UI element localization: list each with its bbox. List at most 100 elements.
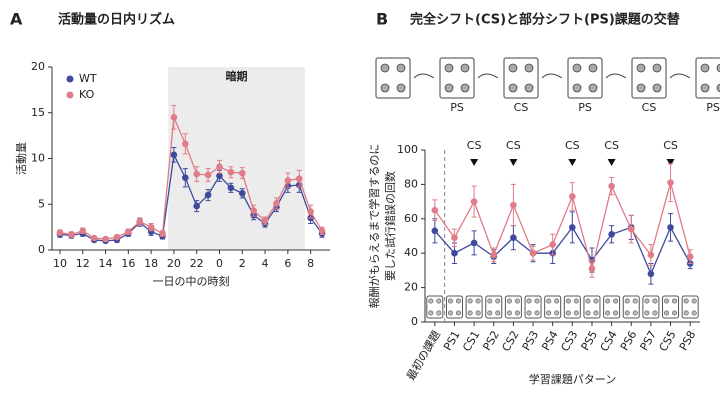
task-icon-dot	[593, 310, 599, 316]
x-tick-label: PS5	[579, 329, 601, 353]
data-point	[588, 265, 596, 272]
task-icon-dot	[447, 310, 453, 316]
data-point	[204, 191, 212, 199]
x-tick-label: 18	[144, 257, 158, 270]
data-point	[216, 172, 223, 180]
task-icon	[485, 295, 503, 319]
x-tick-label: PS7	[638, 329, 660, 353]
data-point	[227, 184, 235, 192]
annotation: CS	[467, 139, 482, 152]
data-point	[56, 229, 64, 236]
x-tick-label: 最初の課題	[403, 328, 443, 383]
x-tick-label: PS4	[539, 329, 561, 353]
task-icon-dot	[436, 310, 442, 316]
x-tick-label: PS8	[677, 329, 699, 353]
y-tick-label: 40	[404, 246, 418, 259]
task-icon	[603, 295, 621, 319]
x-tick-label: 16	[121, 257, 135, 270]
data-point	[159, 230, 166, 237]
annotation: CS	[506, 139, 521, 152]
data-point	[451, 249, 458, 257]
data-point	[90, 234, 98, 242]
task-icon-dot	[664, 310, 670, 316]
x-tick-label: CS2	[499, 329, 521, 354]
task-dot	[460, 83, 470, 93]
task-icon-dot	[644, 298, 650, 304]
data-point	[431, 227, 439, 235]
diagram-label: PS	[706, 101, 720, 114]
data-point	[647, 251, 655, 259]
y-tick-label: 60	[404, 212, 418, 225]
x-tick-label: 20	[167, 257, 181, 270]
task-box	[695, 57, 720, 99]
task-icon-dot	[487, 310, 493, 316]
task-icon-dot	[683, 310, 689, 316]
y-tick-label: 80	[404, 177, 418, 190]
task-icon-dot	[593, 298, 599, 304]
legend-swatch	[66, 91, 74, 99]
data-point	[273, 200, 280, 207]
task-icon-dot	[624, 310, 630, 316]
task-icon-dot	[495, 298, 501, 304]
x-tick-label: CS1	[460, 329, 482, 354]
task-icon	[524, 295, 542, 319]
annotation-arrow	[666, 159, 675, 166]
data-point	[182, 140, 189, 148]
data-point	[170, 114, 178, 121]
transition-arrow	[669, 73, 691, 79]
task-icon-dot	[475, 310, 481, 316]
x-tick-label: 12	[76, 257, 90, 270]
task-icon-dot	[554, 310, 560, 316]
transition-arrow	[541, 73, 563, 79]
task-icon-dot	[691, 310, 697, 316]
task-icon-dot	[632, 310, 638, 316]
task-icon-dot	[605, 310, 611, 316]
transition-arrow	[477, 73, 499, 79]
task-icon-dot	[467, 310, 473, 316]
task-icon	[445, 295, 463, 319]
y-axis-label: 報酬がもらえるまで学習するのに	[367, 144, 381, 309]
task-dot	[572, 63, 582, 73]
task-icon-dot	[624, 298, 630, 304]
data-point	[490, 251, 498, 259]
x-tick-label: 6	[284, 257, 291, 270]
diagram-label: PS	[450, 101, 464, 114]
task-icon-dot	[534, 310, 540, 316]
y-tick-label: 20	[31, 60, 45, 73]
data-point	[68, 231, 75, 238]
task-icon-dot	[495, 310, 501, 316]
task-box	[631, 57, 667, 99]
panel-letter: A	[10, 10, 23, 29]
task-dot	[524, 83, 534, 93]
task-icon-dot	[526, 298, 532, 304]
data-point	[147, 228, 155, 235]
task-icon-dot	[546, 298, 552, 304]
data-point	[307, 208, 314, 215]
task-icon-dot	[573, 310, 579, 316]
annotation-arrow	[470, 159, 479, 166]
task-icon-dot	[672, 310, 678, 316]
data-point	[295, 175, 303, 182]
annotation: CS	[604, 139, 619, 152]
task-icon-dot	[467, 298, 473, 304]
task-icon-dot	[475, 298, 481, 304]
data-point	[318, 227, 326, 235]
task-icon-dot	[613, 298, 619, 304]
task-dot	[572, 83, 582, 93]
data-point	[250, 207, 257, 214]
task-icon-dot	[664, 298, 670, 304]
annotation-arrow	[509, 159, 518, 166]
diagram-label: CS	[642, 101, 657, 114]
task-icon	[642, 295, 660, 319]
x-tick-label: 4	[262, 257, 269, 270]
task-dot	[652, 83, 662, 93]
chart-title: 完全シフト(CS)と部分シフト(PS)課題の交替	[410, 12, 681, 28]
task-box	[567, 57, 603, 99]
data-point	[529, 249, 537, 257]
task-icon-dot	[672, 298, 678, 304]
y-tick-label: 15	[31, 106, 45, 119]
task-dot	[380, 63, 390, 73]
data-point	[182, 174, 189, 182]
data-point	[113, 233, 121, 241]
